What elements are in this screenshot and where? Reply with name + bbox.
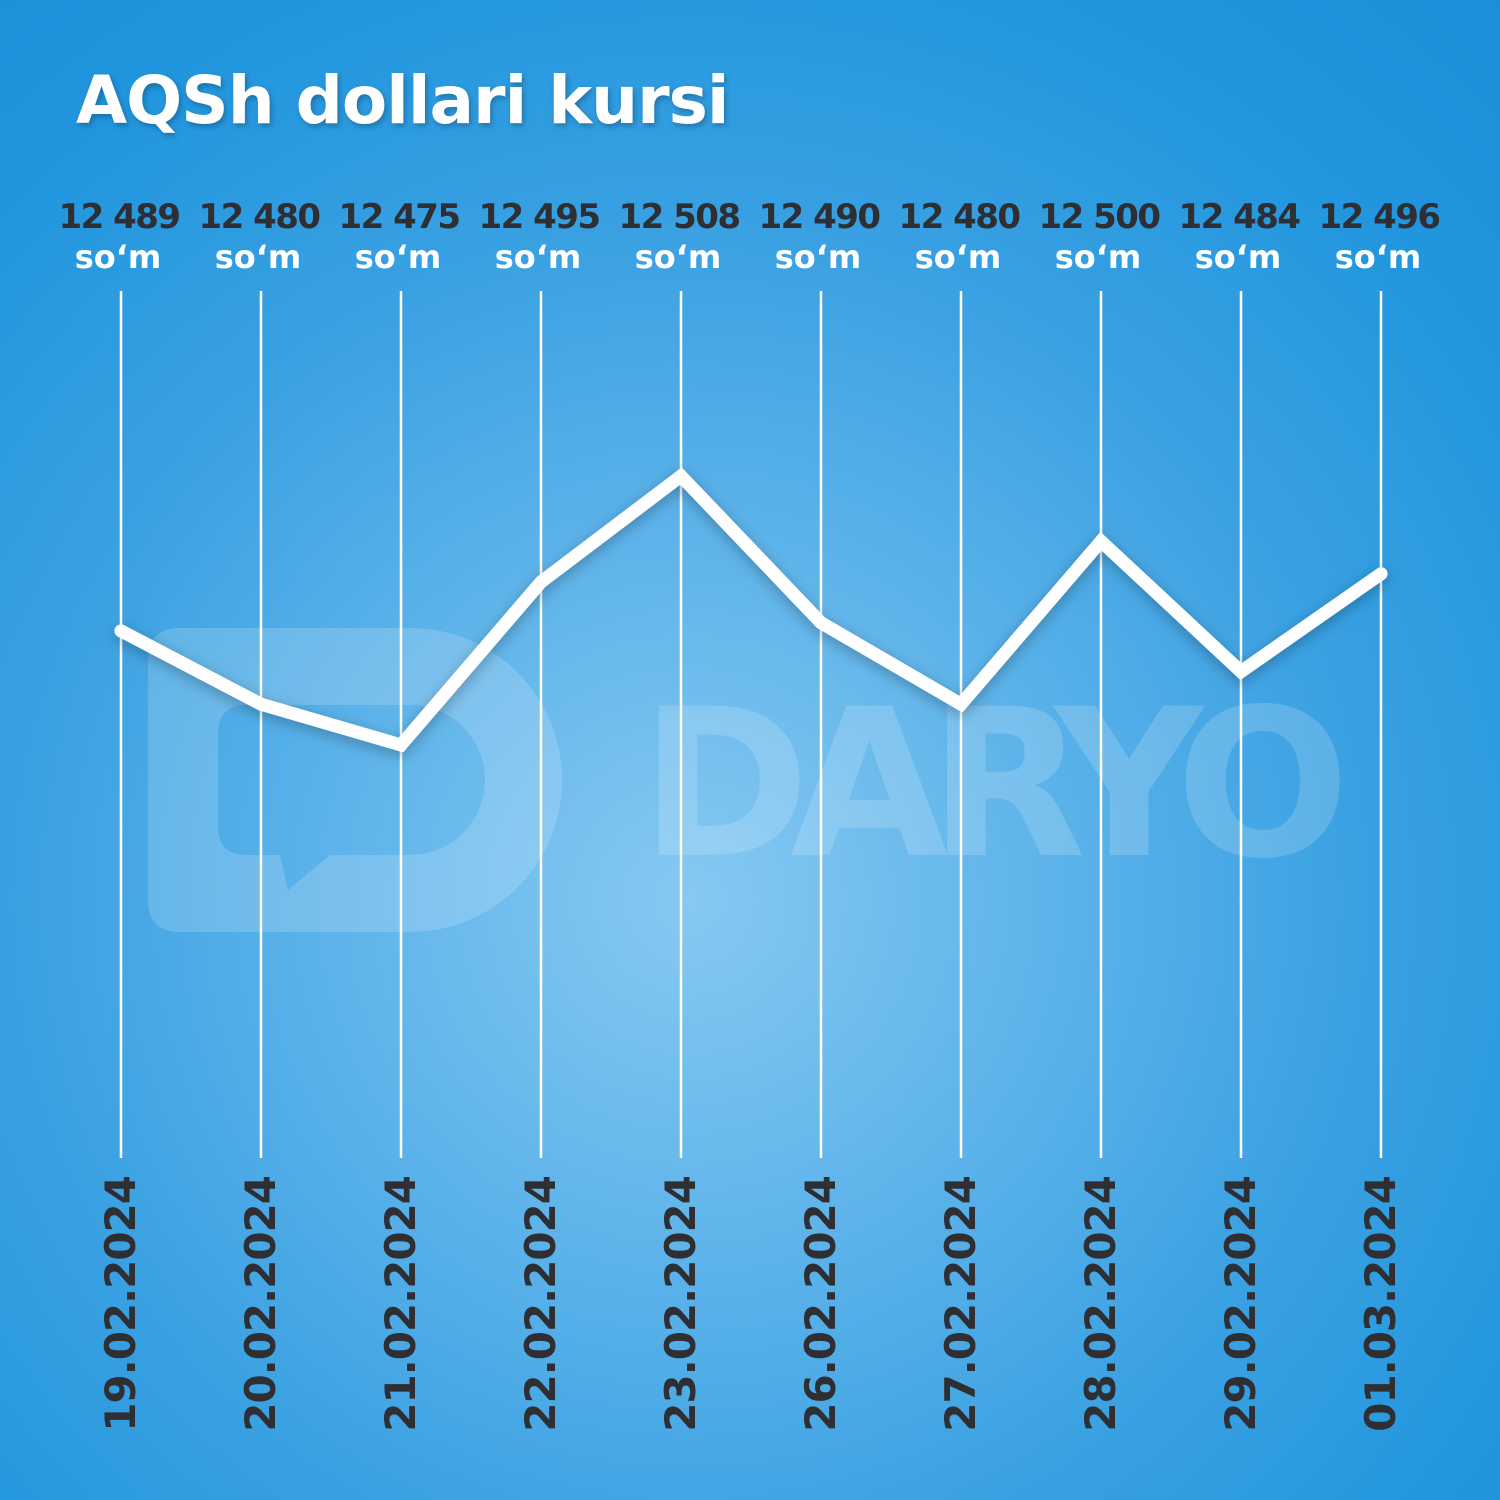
date-tick-label: 27.02.2024 (936, 1176, 985, 1432)
unit-label: so‘m (1335, 238, 1422, 276)
page-title: AQSh dollari kursi (76, 62, 730, 139)
data-point (114, 624, 128, 638)
date-tick-label: 23.02.2024 (656, 1176, 705, 1432)
series-line (114, 467, 1388, 753)
unit-label: so‘m (1055, 238, 1142, 276)
data-value-label: 12 490 (758, 197, 880, 237)
unit-label: so‘m (775, 238, 862, 276)
date-tick-label: 28.02.2024 (1076, 1176, 1125, 1432)
series-line-group (114, 467, 1388, 753)
data-value-label: 12 500 (1038, 197, 1160, 237)
date-labels: 19.02.2024 20.02.2024 21.02.2024 22.02.2024… (96, 1176, 1405, 1432)
data-point (254, 697, 268, 711)
date-tick-label: 29.02.2024 (1216, 1176, 1265, 1432)
data-value-label: 12 480 (898, 197, 1020, 237)
data-point (814, 616, 828, 630)
data-value-label: 12 495 (478, 197, 599, 237)
unit-label: so‘m (635, 238, 722, 276)
unit-label: so‘m (915, 238, 1002, 276)
data-point (1094, 534, 1108, 548)
unit-label: so‘m (75, 238, 162, 276)
data-value-label: 12 489 (58, 197, 179, 237)
data-point (954, 697, 968, 711)
data-value-label: 12 480 (198, 197, 320, 237)
unit-label: so‘m (495, 238, 582, 276)
unit-label: so‘m (215, 238, 302, 276)
date-tick-label: 26.02.2024 (796, 1176, 845, 1432)
date-tick-label: 22.02.2024 (516, 1176, 565, 1432)
grid-lines (119, 291, 1383, 1158)
data-point (1234, 665, 1248, 679)
unit-label: so‘m (355, 238, 442, 276)
date-tick-label: 19.02.2024 (96, 1176, 145, 1432)
data-point (674, 469, 688, 483)
date-tick-label: 01.03.2024 (1356, 1176, 1405, 1432)
daryo-watermark-text: DARYO (640, 666, 1350, 904)
daryo-watermark: DARYO (148, 628, 1350, 932)
data-point (394, 738, 408, 752)
data-value-label: 12 475 (338, 197, 459, 237)
data-value-label: 12 496 (1318, 197, 1439, 237)
date-tick-label: 21.02.2024 (376, 1176, 425, 1432)
data-value-label: 12 484 (1178, 197, 1300, 237)
data-point (1374, 567, 1388, 581)
unit-label: so‘m (1195, 238, 1282, 276)
data-value-label: 12 508 (618, 197, 739, 237)
data-point (534, 575, 548, 589)
date-tick-label: 20.02.2024 (236, 1176, 285, 1432)
